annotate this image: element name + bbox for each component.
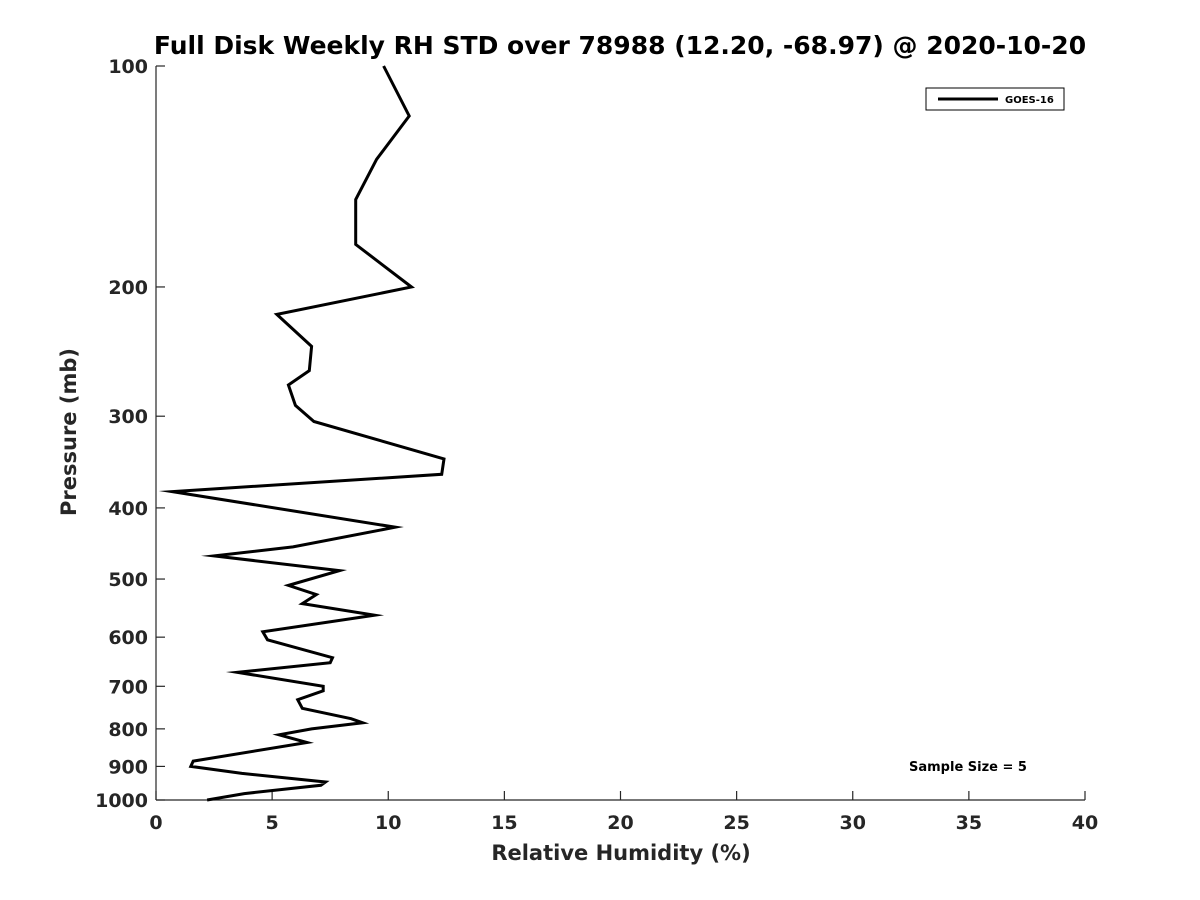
series-layer	[158, 65, 446, 802]
y-tick-label: 600	[108, 627, 148, 649]
y-tick-label: 400	[108, 498, 148, 520]
x-tick-label: 0	[149, 812, 162, 834]
legend-label-goes16: GOES-16	[1005, 95, 1054, 106]
y-tick-label: 900	[108, 756, 148, 778]
y-tick-label: 200	[108, 277, 148, 299]
y-axis-label: Pressure (mb)	[57, 348, 81, 516]
x-axis-label: Relative Humidity (%)	[491, 841, 750, 865]
plot-axes	[155, 66, 1085, 801]
x-tick-label: 20	[607, 812, 633, 834]
x-tick-label: 35	[956, 812, 982, 834]
y-tick-label: 700	[108, 676, 148, 698]
y-tick-label: 300	[108, 406, 148, 428]
y-tick-label: 100	[108, 56, 148, 78]
x-tick-label: 30	[840, 812, 866, 834]
y-axis-ticks: 100 200 300 400 500 600 700 800 900 1000	[95, 56, 165, 812]
legend: GOES-16	[925, 87, 1065, 111]
series-line-goes-16	[158, 65, 446, 802]
x-tick-label: 5	[266, 812, 279, 834]
chart-title: Full Disk Weekly RH STD over 78988 (12.2…	[154, 31, 1086, 60]
sample-size-annotation: Sample Size = 5	[909, 760, 1027, 775]
x-tick-label: 10	[375, 812, 401, 834]
x-axis-ticks: 0 5 10 15 20 25 30 35 40	[149, 791, 1098, 834]
y-tick-label: 800	[108, 719, 148, 741]
x-tick-label: 25	[723, 812, 749, 834]
y-tick-label: 500	[108, 569, 148, 591]
x-tick-label: 40	[1072, 812, 1098, 834]
x-tick-label: 15	[491, 812, 517, 834]
y-tick-label: 1000	[95, 790, 148, 812]
